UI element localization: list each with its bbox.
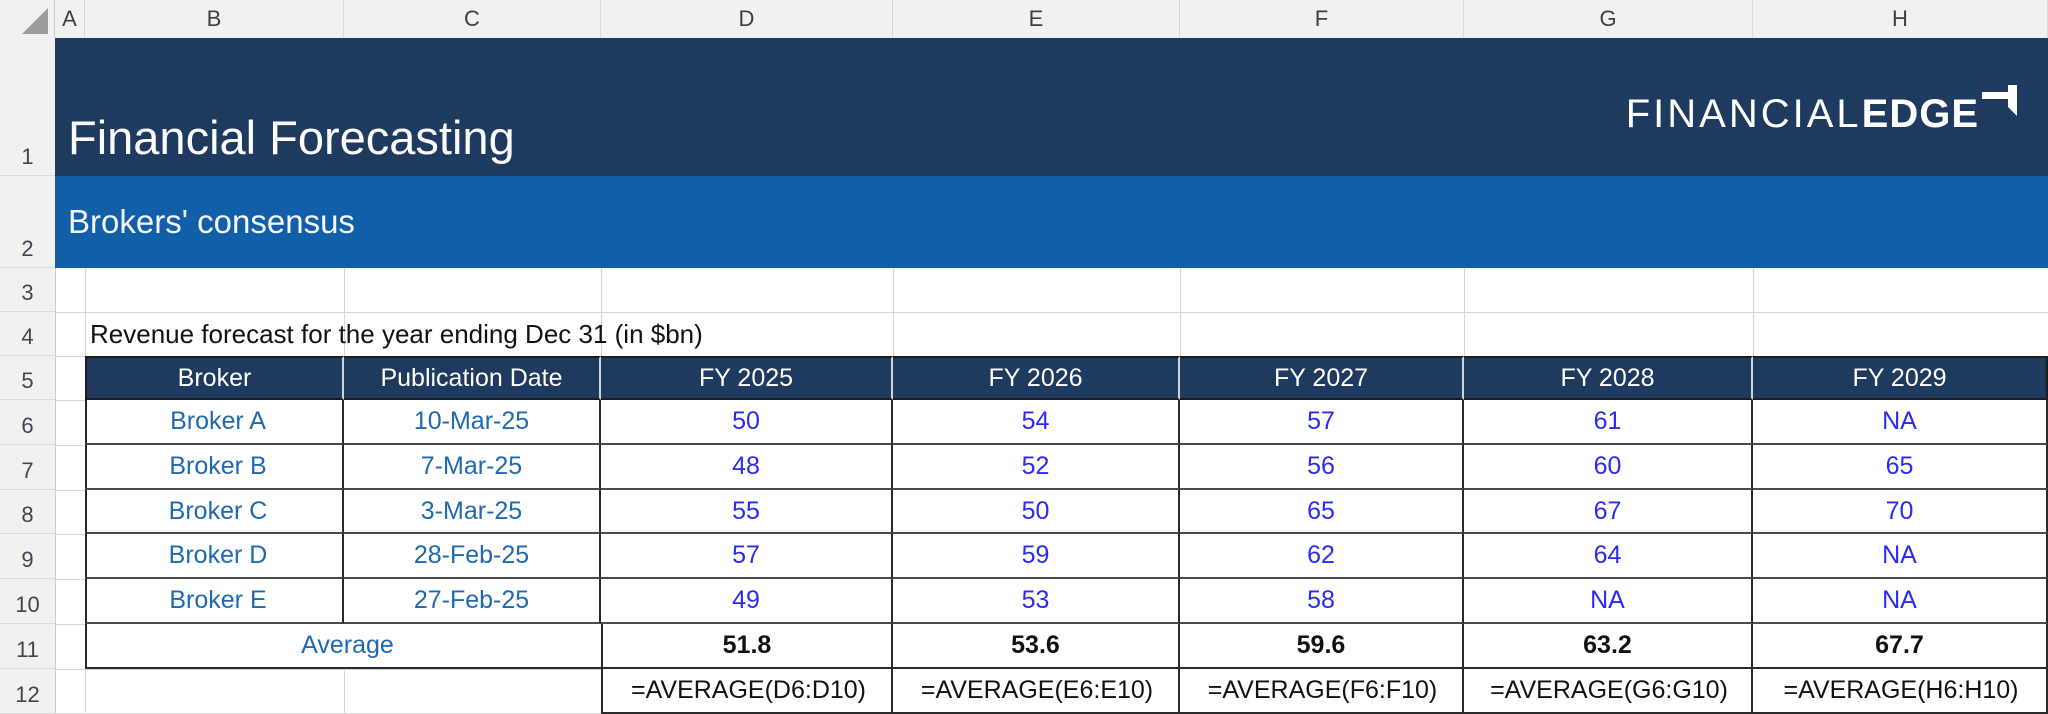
forecast-cell[interactable]: 70 xyxy=(1753,490,2048,534)
header-fy2029[interactable]: FY 2029 xyxy=(1753,356,2048,400)
average-value-cell[interactable]: 67.7 xyxy=(1753,624,2048,669)
forecast-cell[interactable]: 57 xyxy=(601,534,893,579)
header-fy2025[interactable]: FY 2025 xyxy=(601,356,893,400)
forecast-cell[interactable]: NA xyxy=(1753,400,2048,445)
forecast-table: Broker Publication Date FY 2025 FY 2026 … xyxy=(85,356,2048,714)
forecast-cell[interactable]: NA xyxy=(1753,579,2048,624)
logo-arrow-icon xyxy=(1982,85,2017,116)
row-number-gutter: 1 2 3 4 5 6 7 8 9 10 11 12 xyxy=(0,38,56,714)
broker-name-cell[interactable]: Broker C xyxy=(85,490,344,534)
column-header-a[interactable]: A xyxy=(55,0,85,38)
forecast-cell[interactable]: NA xyxy=(1753,534,2048,579)
header-broker[interactable]: Broker xyxy=(85,356,344,400)
average-value-cell[interactable]: 63.2 xyxy=(1464,624,1753,669)
broker-name-cell[interactable]: Broker E xyxy=(85,579,344,624)
header-pub-date[interactable]: Publication Date xyxy=(344,356,601,400)
forecast-cell[interactable]: 65 xyxy=(1753,445,2048,490)
row-header-6[interactable]: 6 xyxy=(0,400,55,445)
title-banner: Financial Forecasting FINANCIAL EDGE xyxy=(55,38,2048,176)
header-fy2026[interactable]: FY 2026 xyxy=(893,356,1180,400)
forecast-cell[interactable]: 53 xyxy=(893,579,1180,624)
forecast-cell[interactable]: 67 xyxy=(1464,490,1753,534)
row-header-9[interactable]: 9 xyxy=(0,534,55,579)
logo-text-bold: EDGE xyxy=(1861,91,1979,136)
column-header-g[interactable]: G xyxy=(1464,0,1753,38)
column-header-e[interactable]: E xyxy=(893,0,1180,38)
forecast-cell[interactable]: 56 xyxy=(1180,445,1464,490)
publication-date-cell[interactable]: 7-Mar-25 xyxy=(344,445,601,490)
formula-cell[interactable]: =AVERAGE(G6:G10) xyxy=(1464,669,1753,714)
row-header-7[interactable]: 7 xyxy=(0,445,55,490)
formula-cell[interactable]: =AVERAGE(H6:H10) xyxy=(1753,669,2048,714)
select-all-corner[interactable] xyxy=(0,0,55,38)
publication-date-cell[interactable]: 27-Feb-25 xyxy=(344,579,601,624)
row-header-5[interactable]: 5 xyxy=(0,356,55,400)
formula-cell[interactable]: =AVERAGE(E6:E10) xyxy=(893,669,1180,714)
broker-name-cell[interactable]: Broker A xyxy=(85,400,344,445)
column-header-c[interactable]: C xyxy=(344,0,601,38)
forecast-cell[interactable]: 49 xyxy=(601,579,893,624)
average-label-cell[interactable]: Average xyxy=(85,624,601,669)
forecast-cell[interactable]: 59 xyxy=(893,534,1180,579)
subtitle-banner: Brokers' consensus xyxy=(55,176,2048,268)
row-header-4[interactable]: 4 xyxy=(0,312,55,356)
forecast-cell[interactable]: 64 xyxy=(1464,534,1753,579)
forecast-cell[interactable]: 62 xyxy=(1180,534,1464,579)
forecast-cell[interactable]: 52 xyxy=(893,445,1180,490)
header-fy2028[interactable]: FY 2028 xyxy=(1464,356,1753,400)
row-header-2[interactable]: 2 xyxy=(0,176,55,268)
average-value-cell[interactable]: 53.6 xyxy=(893,624,1180,669)
forecast-cell[interactable]: 65 xyxy=(1180,490,1464,534)
row-header-10[interactable]: 10 xyxy=(0,579,55,624)
column-header-h[interactable]: H xyxy=(1753,0,2048,38)
forecast-cell[interactable]: 50 xyxy=(893,490,1180,534)
publication-date-cell[interactable]: 28-Feb-25 xyxy=(344,534,601,579)
formula-cell[interactable]: =AVERAGE(F6:F10) xyxy=(1180,669,1464,714)
page-subtitle[interactable]: Brokers' consensus xyxy=(68,203,355,240)
row-header-3[interactable]: 3 xyxy=(0,268,55,312)
column-header-b[interactable]: B xyxy=(85,0,344,38)
row-header-11[interactable]: 11 xyxy=(0,624,55,669)
row-header-8[interactable]: 8 xyxy=(0,490,55,534)
forecast-cell[interactable]: NA xyxy=(1464,579,1753,624)
header-fy2027[interactable]: FY 2027 xyxy=(1180,356,1464,400)
forecast-cell[interactable]: 54 xyxy=(893,400,1180,445)
average-value-cell[interactable]: 51.8 xyxy=(601,624,893,669)
column-header-d[interactable]: D xyxy=(601,0,893,38)
forecast-cell[interactable]: 50 xyxy=(601,400,893,445)
formula-cell[interactable]: =AVERAGE(D6:D10) xyxy=(601,669,893,714)
logo-text-thin: FINANCIAL xyxy=(1625,91,1862,136)
financial-edge-logo: FINANCIAL EDGE xyxy=(1625,85,2018,138)
forecast-cell[interactable]: 55 xyxy=(601,490,893,534)
column-header-f[interactable]: F xyxy=(1180,0,1464,38)
row-header-12[interactable]: 12 xyxy=(0,669,55,714)
column-header-strip: A B C D E F G H xyxy=(0,0,2048,39)
forecast-cell[interactable]: 57 xyxy=(1180,400,1464,445)
row-header-1[interactable]: 1 xyxy=(0,38,55,176)
forecast-cell[interactable]: 60 xyxy=(1464,445,1753,490)
table-caption[interactable]: Revenue forecast for the year ending Dec… xyxy=(90,318,703,349)
publication-date-cell[interactable]: 10-Mar-25 xyxy=(344,400,601,445)
broker-name-cell[interactable]: Broker B xyxy=(85,445,344,490)
select-all-triangle-icon xyxy=(22,8,48,34)
forecast-cell[interactable]: 58 xyxy=(1180,579,1464,624)
page-title[interactable]: Financial Forecasting xyxy=(68,111,515,165)
average-value-cell[interactable]: 59.6 xyxy=(1180,624,1464,669)
forecast-cell[interactable]: 61 xyxy=(1464,400,1753,445)
publication-date-cell[interactable]: 3-Mar-25 xyxy=(344,490,601,534)
empty-cells-b12-c12[interactable] xyxy=(85,669,601,714)
forecast-cell[interactable]: 48 xyxy=(601,445,893,490)
broker-name-cell[interactable]: Broker D xyxy=(85,534,344,579)
